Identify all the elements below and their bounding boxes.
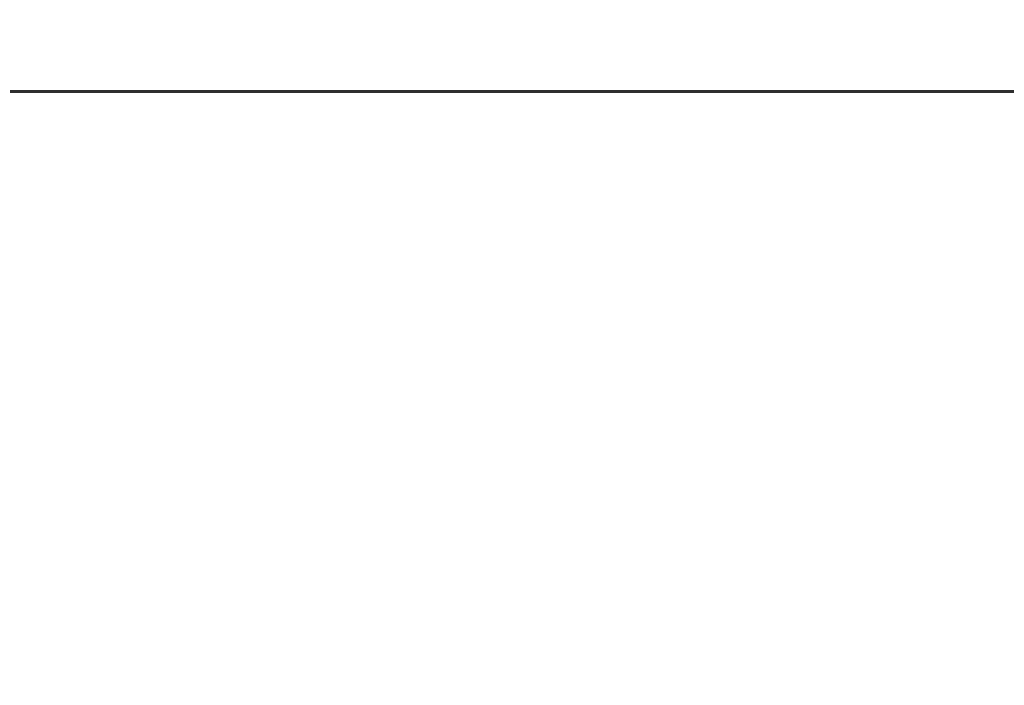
table-header-row [10,42,1014,93]
players-table [10,42,1014,93]
chart-container [0,42,1024,93]
